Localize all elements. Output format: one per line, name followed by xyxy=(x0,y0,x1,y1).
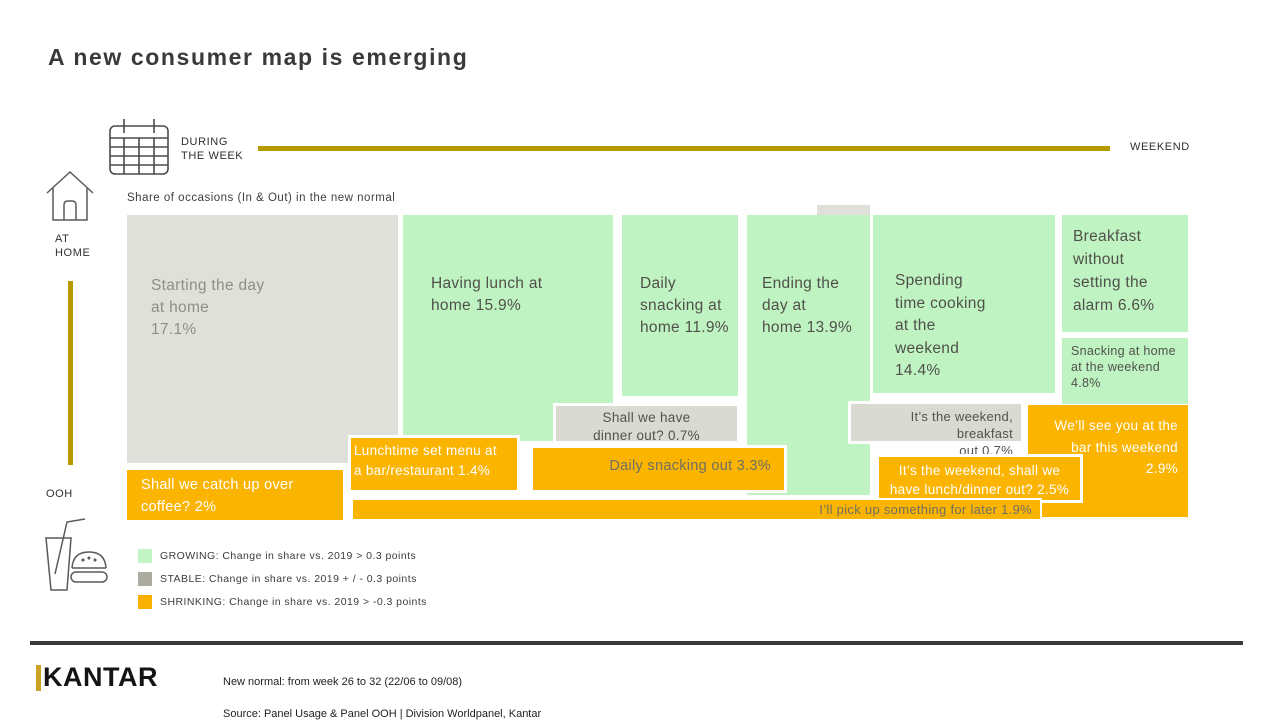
week-to-weekend-axis-line xyxy=(258,146,1110,151)
page-title: A new consumer map is emerging xyxy=(48,44,469,70)
axis-label-at-home: AT HOME xyxy=(55,233,91,259)
kantar-logo: KANTAR xyxy=(36,662,158,693)
legend-swatch-stable xyxy=(138,572,152,586)
treemap-box-weekend-breakfast-out: It’s the weekend, breakfast out 0.7% xyxy=(848,401,1024,458)
treemap-box-daily-snacking-at-home: Daily snacking at home 11.9% xyxy=(622,215,738,396)
treemap-box-snacking-at-home-at-the-weekend: Snacking at home at the weekend 4.8% xyxy=(1062,338,1188,404)
legend-item-growing: GROWING: Change in share vs. 2019 > 0.3 … xyxy=(138,549,416,563)
treemap-box-shall-we-have-dinner-out: Shall we have dinner out? 0.7% xyxy=(553,403,740,444)
axis-label-weekend: WEEKEND xyxy=(1130,141,1190,153)
treemap-box-shall-we-catch-up-over-coffee: Shall we catch up over coffee? 2% xyxy=(127,470,343,520)
legend-label-growing: GROWING: Change in share vs. 2019 > 0.3 … xyxy=(160,550,417,562)
treemap-box-breakfast-without-setting-the-alarm: Breakfast without setting the alarm 6.6% xyxy=(1062,215,1188,332)
kantar-logo-gold-bar xyxy=(36,664,41,691)
treemap-box-weekend-lunch-dinner-out: It’s the weekend, shall we have lunch/di… xyxy=(876,454,1083,503)
legend-item-stable: STABLE: Change in share vs. 2019 + / - 0… xyxy=(138,572,417,586)
legend-swatch-growing xyxy=(138,549,152,563)
footer-divider xyxy=(30,641,1243,645)
chart-subtitle: Share of occasions (In & Out) in the new… xyxy=(127,192,396,204)
footer-note-line2: Source: Panel Usage & Panel OOH | Divisi… xyxy=(223,708,542,720)
treemap-box-lunchtime-set-menu: Lunchtime set menu at a bar/restaurant 1… xyxy=(348,435,520,493)
footer-source-note: New normal: from week 26 to 32 (22/06 to… xyxy=(223,658,541,720)
house-icon xyxy=(44,167,96,225)
treemap-box-daily-snacking-out: Daily snacking out 3.3% xyxy=(530,445,787,493)
treemap-box-pick-up-something-for-later: I’ll pick up something for later 1.9% xyxy=(351,498,1042,521)
treemap-box-spending-time-cooking-at-the-weekend: Spending time cooking at the weekend 14.… xyxy=(873,215,1055,393)
axis-label-ooh: OOH xyxy=(46,488,73,500)
footer-note-line1: New normal: from week 26 to 32 (22/06 to… xyxy=(223,676,463,688)
kantar-logo-word: KANTAR xyxy=(43,662,158,692)
treemap-box-starting-the-day-at-home: Starting the day at home 17.1% xyxy=(127,215,398,463)
home-to-ooh-axis-line xyxy=(68,281,73,465)
legend-label-stable: STABLE: Change in share vs. 2019 + / - 0… xyxy=(160,573,417,585)
legend-item-shrinking: SHRINKING: Change in share vs. 2019 > -0… xyxy=(138,595,427,609)
calendar-icon xyxy=(106,116,172,178)
axis-label-during-the-week: DURING THE WEEK xyxy=(181,136,244,162)
legend-swatch-shrinking xyxy=(138,595,152,609)
treemap-box-stable-sliver xyxy=(817,205,870,217)
legend-label-shrinking: SHRINKING: Change in share vs. 2019 > -0… xyxy=(160,596,427,608)
drink-and-burger-icon xyxy=(42,516,108,592)
